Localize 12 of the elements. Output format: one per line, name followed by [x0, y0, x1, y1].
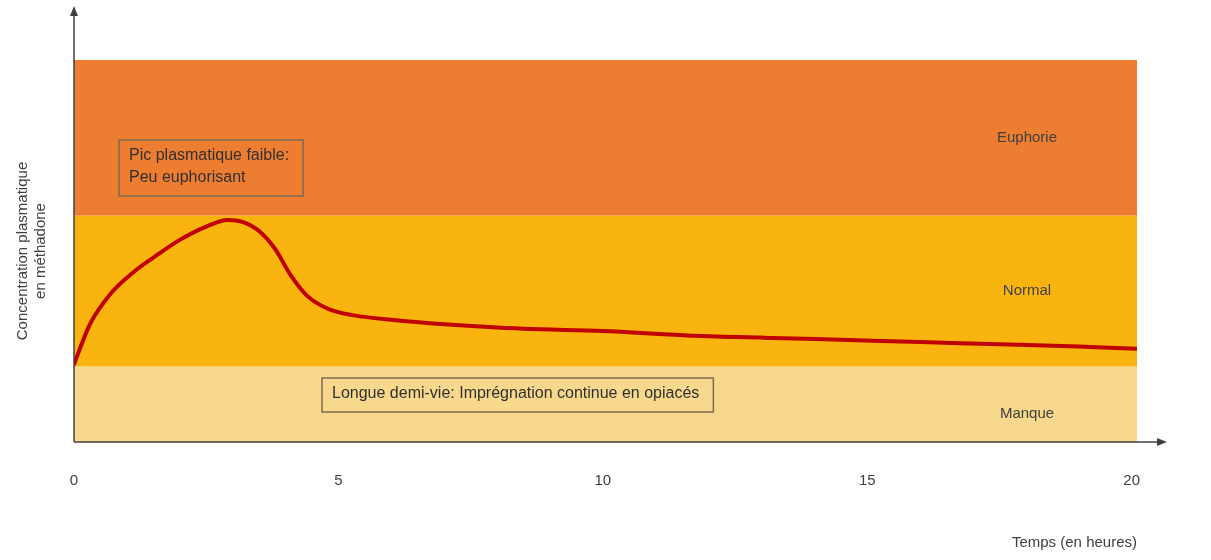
y-axis-title: Concentration plasmatique en méthadone [13, 161, 49, 341]
band-label: Normal [1002, 281, 1052, 299]
x-axis-title: Temps (en heures) [1011, 533, 1137, 551]
x-tick-label: 0 [69, 471, 79, 489]
band-label: Euphorie [996, 127, 1058, 145]
band-label: Manque [999, 404, 1055, 422]
x-tick-label: 15 [858, 471, 876, 489]
x-tick-label: 10 [594, 471, 612, 489]
text: Pic plasmatique faible: Peu euphorisant [129, 146, 290, 186]
x-tick-label: 5 [334, 471, 343, 489]
annotation: Longue demi-vie: Imprégnation continue en opiacés [332, 384, 700, 402]
x-tick-label: 20 [1123, 471, 1141, 489]
